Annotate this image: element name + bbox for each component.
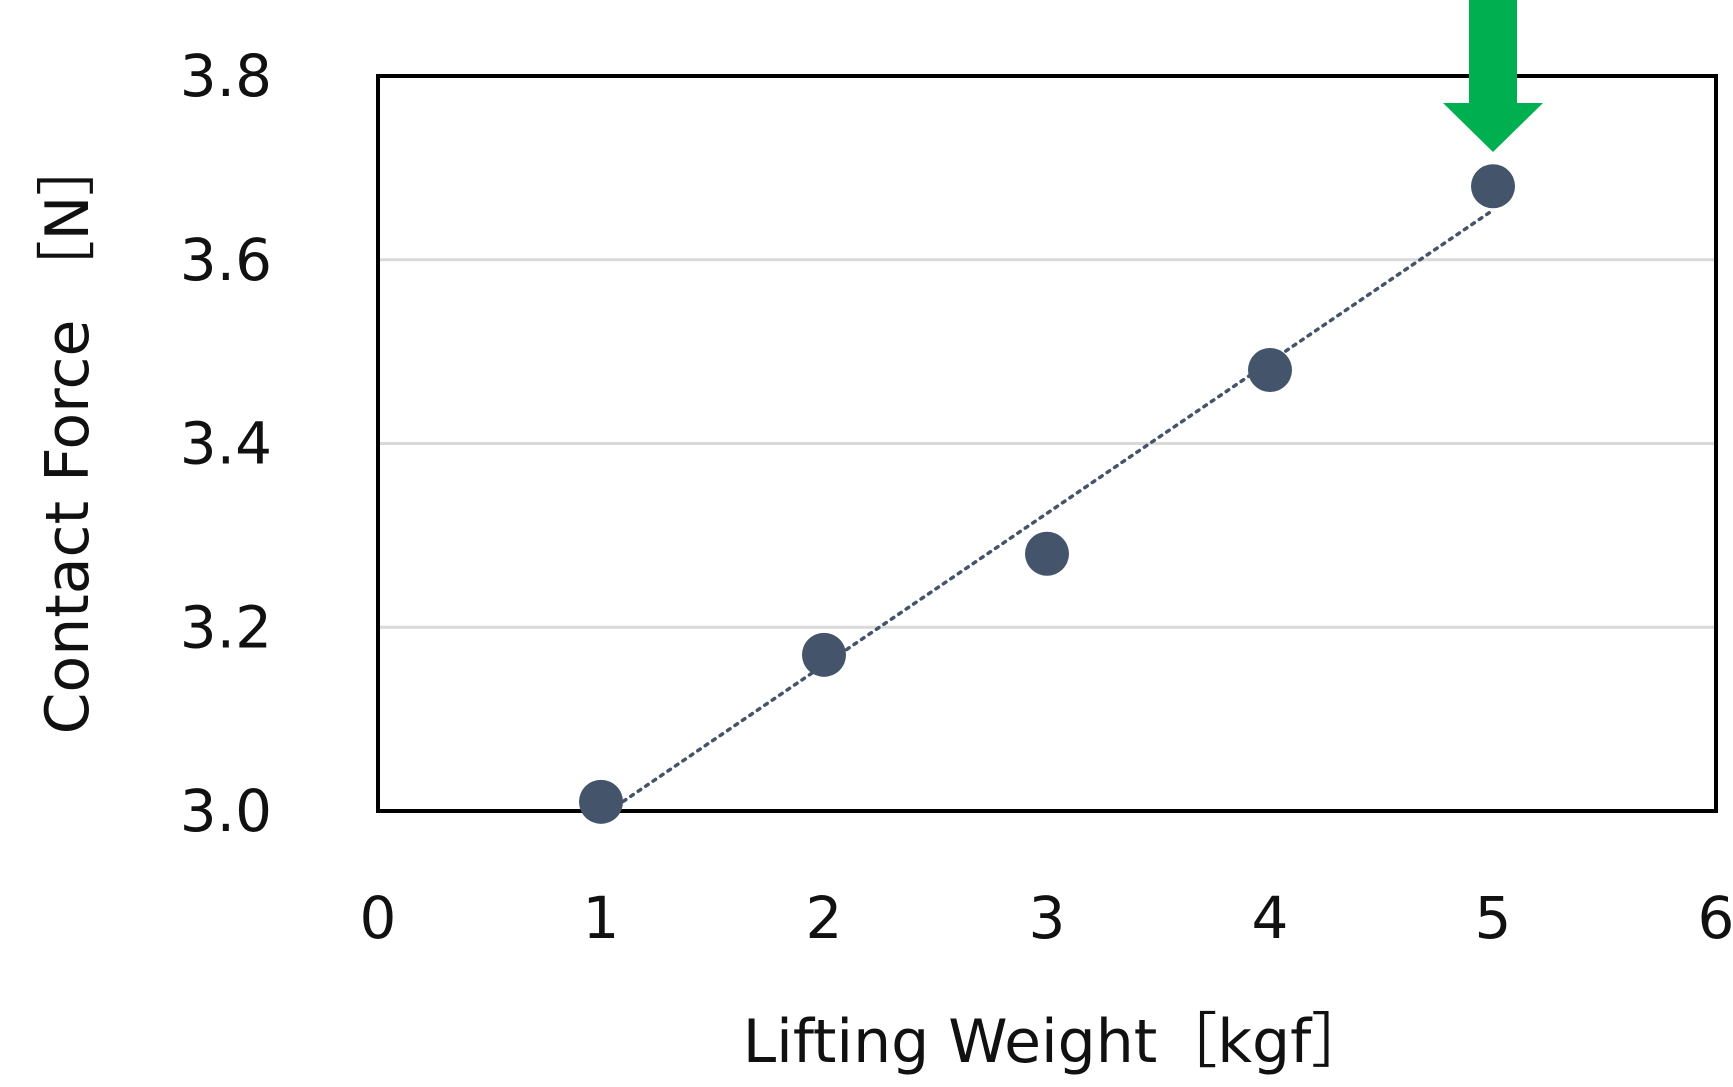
y-tick-label: 3.4 bbox=[180, 410, 272, 478]
plot-frame bbox=[376, 74, 1718, 813]
y-axis-title: Contact Force ［N］ bbox=[33, 136, 103, 735]
y-tick-label: 3.8 bbox=[180, 42, 272, 110]
y-tick-label: 3.2 bbox=[180, 593, 272, 661]
data-point bbox=[579, 779, 623, 824]
x-axis-title: Lifting Weight［kgf］ bbox=[743, 1007, 1372, 1077]
trendline bbox=[599, 208, 1495, 819]
x-tick-label: 1 bbox=[583, 884, 620, 952]
data-point bbox=[802, 632, 846, 677]
y-tick-labels: 3.0 3.2 3.4 3.6 3.8 bbox=[180, 42, 272, 845]
data-points bbox=[579, 164, 1515, 824]
x-tick-label: 6 bbox=[1698, 884, 1733, 952]
y-tick-label: 3.0 bbox=[180, 777, 272, 845]
y-tick-label: 3.6 bbox=[180, 226, 272, 294]
data-point bbox=[1471, 164, 1515, 209]
trendline-layer bbox=[599, 208, 1495, 819]
annotation-layer bbox=[1443, 0, 1543, 152]
gridlines bbox=[378, 258, 1716, 629]
x-tick-labels: 0 1 2 3 4 5 6 bbox=[360, 884, 1733, 952]
x-tick-label: 2 bbox=[806, 884, 843, 952]
x-tick-label: 0 bbox=[360, 884, 397, 952]
data-point bbox=[1248, 348, 1292, 392]
x-tick-label: 4 bbox=[1252, 884, 1289, 952]
x-tick-label: 5 bbox=[1475, 884, 1512, 952]
data-point bbox=[1025, 531, 1069, 576]
down-arrow-icon bbox=[1443, 0, 1543, 152]
x-tick-label: 3 bbox=[1029, 884, 1066, 952]
